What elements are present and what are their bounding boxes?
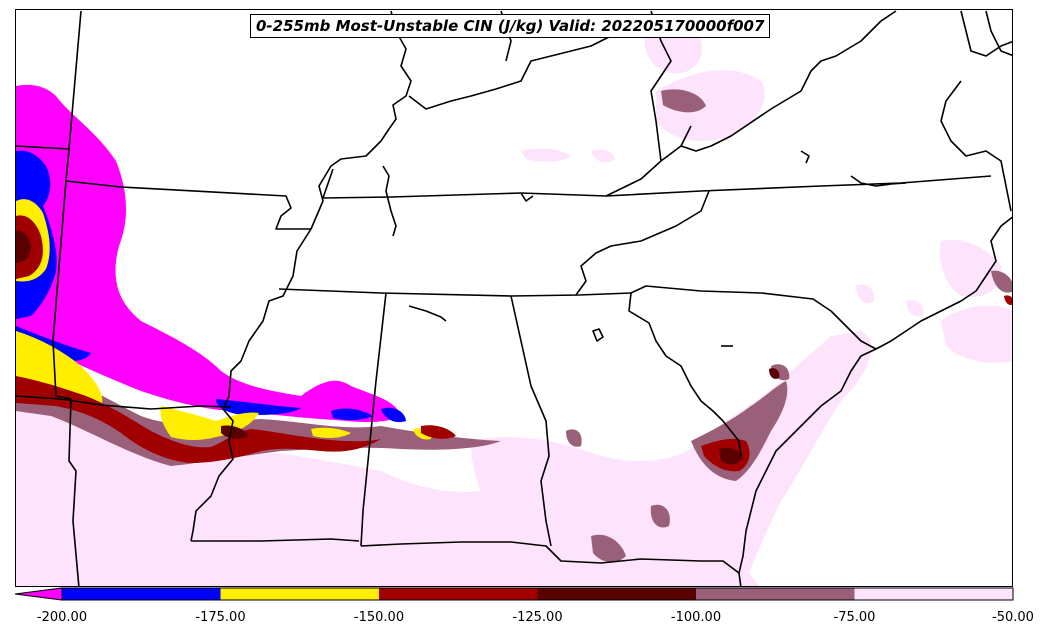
colorbar-segment (696, 588, 855, 600)
cin-shading (16, 22, 1012, 586)
map-title: 0-255mb Most-Unstable CIN (J/kg) Valid: … (250, 14, 771, 38)
cin-map (16, 10, 1012, 586)
colorbar-tick-label: -75.00 (833, 610, 876, 625)
colorbar-segment (537, 588, 696, 600)
colorbar-tick-label: -125.00 (512, 610, 563, 625)
colorbar-segment (854, 588, 1013, 600)
cin-band-light-pink (16, 22, 1012, 586)
colorbar-tick-label: -175.00 (195, 610, 246, 625)
colorbar-tick-label: -100.00 (670, 610, 722, 625)
colorbar-segment (220, 588, 379, 600)
colorbar-min-extension (14, 587, 63, 601)
cin-band-darkred (16, 230, 780, 465)
colorbar (14, 587, 1014, 601)
cin-band-magenta (16, 84, 401, 423)
colorbar-outline (61, 587, 1014, 601)
colorbar-segment (379, 588, 538, 600)
colorbar-tick-label: -200.00 (36, 610, 88, 625)
colorbar-segment (62, 588, 221, 600)
map-panel (15, 9, 1013, 587)
state-boundaries (16, 10, 1012, 586)
colorbar-tick-label: -50.00 (992, 610, 1034, 625)
colorbar-tick-label: -150.00 (353, 610, 405, 625)
